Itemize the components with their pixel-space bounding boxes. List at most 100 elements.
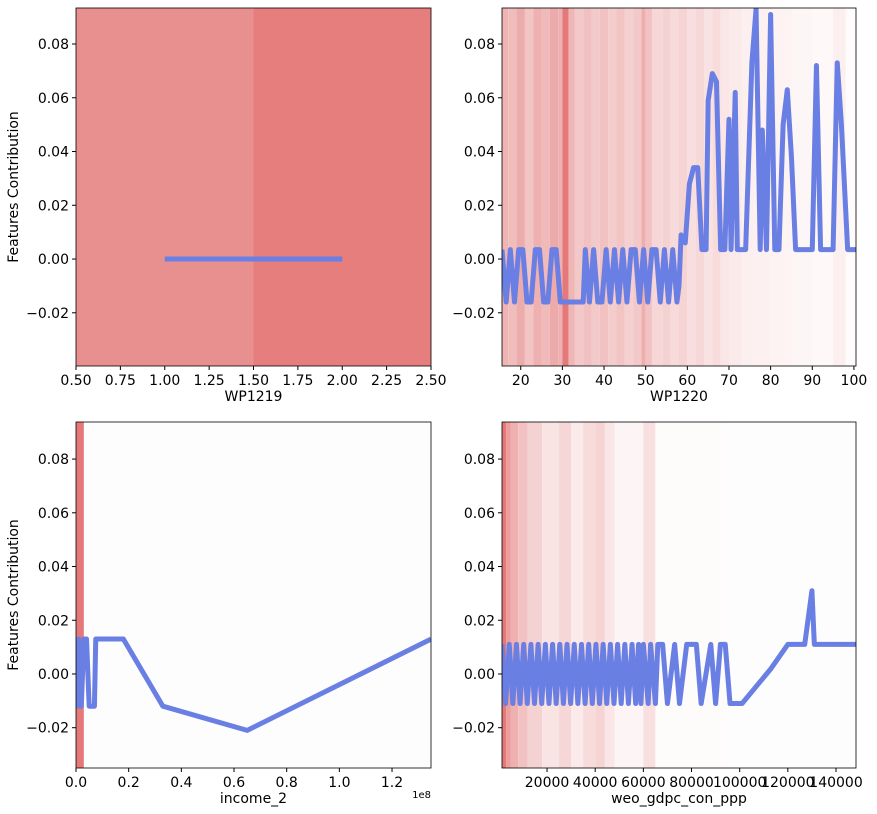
band [641, 8, 646, 366]
band [559, 422, 572, 768]
band [253, 8, 431, 366]
x-tick-label: 50 [637, 373, 655, 389]
x-axis-label: WP1220 [650, 389, 708, 405]
y-tick-label: 0.08 [38, 452, 69, 468]
y-tick-label: 0.00 [38, 252, 69, 268]
x-axis-label: income_2 [220, 791, 287, 807]
x-tick-label: 0.6 [223, 775, 245, 791]
x-tick-label: 2.00 [327, 373, 358, 389]
band [510, 422, 519, 768]
band [727, 422, 856, 768]
y-tick-label: 0.06 [38, 506, 69, 522]
band [645, 8, 652, 366]
band [643, 422, 656, 768]
line [502, 8, 856, 305]
band [542, 422, 560, 768]
y-tick-label: 0.00 [464, 667, 495, 683]
band [679, 8, 688, 366]
band [502, 8, 509, 366]
x-axis-label: WP1219 [225, 389, 283, 405]
x-tick-label: 40 [595, 373, 613, 389]
y-tick-label: 0.06 [464, 91, 495, 107]
y-tick-label: 0.02 [464, 198, 495, 214]
band [845, 8, 856, 366]
band [712, 8, 721, 366]
x-tick-label: 60000 [621, 775, 666, 791]
x-tick-label: 140000 [809, 775, 862, 791]
band [655, 422, 728, 768]
band [508, 8, 517, 366]
band [568, 8, 575, 366]
x-tick-label: 70 [720, 373, 738, 389]
band [614, 422, 644, 768]
x-tick-label: 2.50 [415, 373, 446, 389]
band [549, 8, 559, 366]
y-axis-label: Features Contribution [6, 111, 22, 263]
band [633, 8, 642, 366]
axes-frame [501, 421, 857, 769]
x-tick-label: 20 [512, 373, 530, 389]
band [651, 8, 663, 366]
band [558, 8, 563, 366]
line [502, 588, 856, 707]
band [595, 422, 605, 768]
x-tick-label: 1.75 [282, 373, 313, 389]
band [518, 422, 528, 768]
x-tick-label: 20000 [525, 775, 570, 791]
x-tick-label: 0.4 [170, 775, 192, 791]
band [527, 422, 543, 768]
y-tick-label: −0.02 [26, 721, 69, 737]
line [76, 636, 431, 733]
x-tick-label: 1.00 [149, 373, 180, 389]
y-axis-label: Features Contribution [6, 519, 22, 671]
band [533, 8, 542, 366]
y-tick-label: 0.04 [38, 560, 69, 576]
band [662, 8, 671, 366]
y-tick-label: −0.02 [452, 721, 495, 737]
y-tick-label: 0.02 [38, 613, 69, 629]
x-tick-label: 0.8 [276, 775, 298, 791]
x-tick-label: 90 [803, 373, 821, 389]
y-tick-label: 0.00 [464, 252, 495, 268]
y-tick-label: 0.04 [464, 560, 495, 576]
band [616, 8, 625, 366]
band [670, 8, 679, 366]
y-tick-label: 0.02 [464, 613, 495, 629]
band [502, 422, 507, 768]
axes-frame [75, 421, 432, 769]
x-tick-label: 80000 [669, 775, 714, 791]
x-tick-label: 1.0 [328, 775, 350, 791]
x-tick-label: 120000 [761, 775, 814, 791]
band [571, 422, 584, 768]
band [76, 8, 254, 366]
x-tick-label: 80 [762, 373, 780, 389]
x-tick-label: 1.50 [238, 373, 269, 389]
band [506, 422, 511, 768]
band [562, 8, 569, 366]
y-tick-label: 0.06 [464, 506, 495, 522]
band [76, 422, 84, 768]
x-tick-label: 2.25 [371, 373, 402, 389]
band [524, 8, 534, 366]
y-tick-label: 0.00 [38, 667, 69, 683]
axes-frame [501, 7, 857, 367]
x-axis-label: weo_gdpc_con_ppp [611, 791, 747, 807]
band [583, 8, 592, 366]
x-tick-label: 0.2 [118, 775, 140, 791]
x-tick-label: 100000 [713, 775, 766, 791]
x-tick-label: 1.2 [381, 775, 403, 791]
y-tick-label: 0.04 [38, 145, 69, 161]
band [599, 8, 609, 366]
x-tick-label: 0.50 [60, 373, 91, 389]
x-tick-label: 40000 [573, 775, 618, 791]
offset-label: 1e8 [412, 790, 431, 801]
band [516, 8, 525, 366]
band [574, 8, 584, 366]
band [604, 422, 615, 768]
band [791, 8, 813, 366]
y-tick-label: −0.02 [452, 306, 495, 322]
y-tick-label: 0.08 [38, 37, 69, 53]
y-tick-label: 0.02 [38, 198, 69, 214]
